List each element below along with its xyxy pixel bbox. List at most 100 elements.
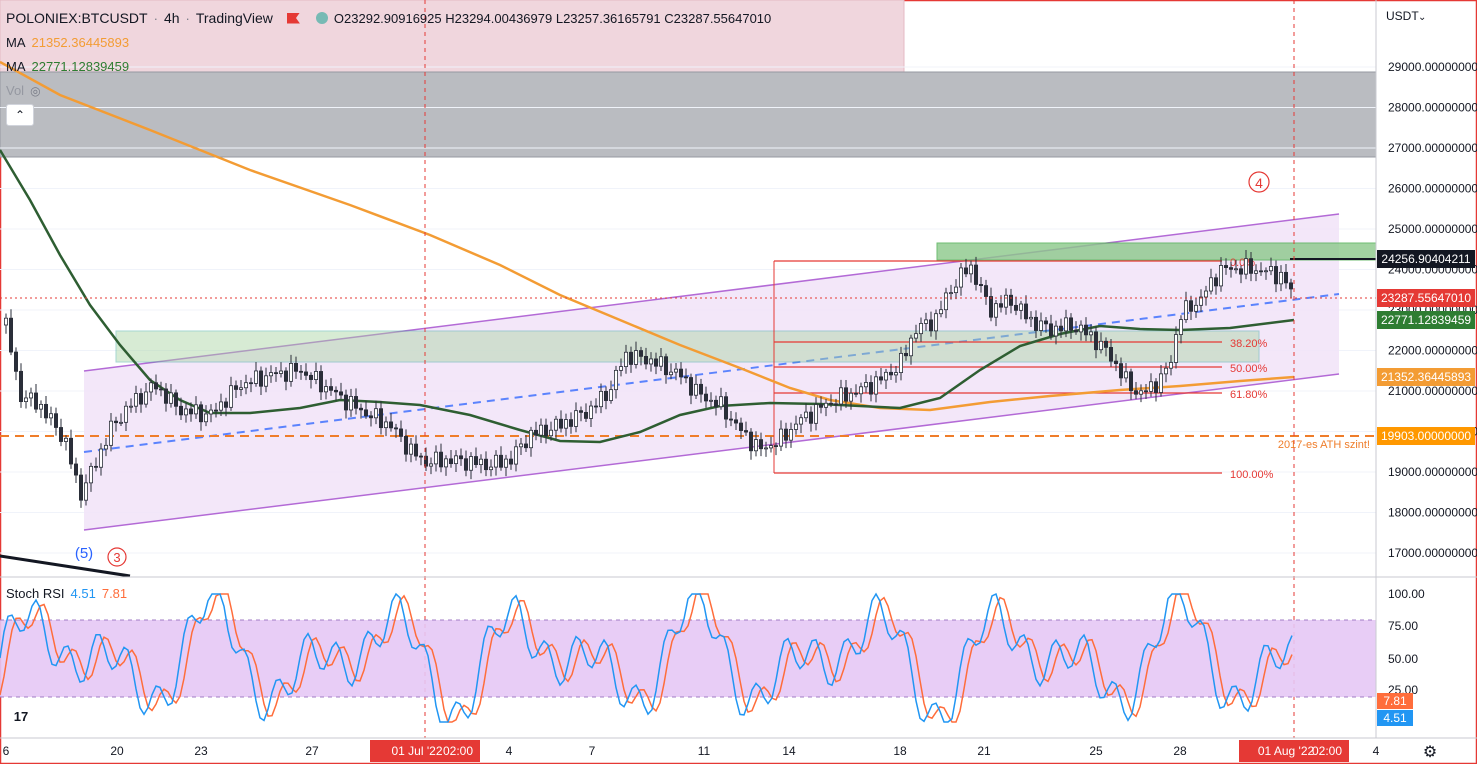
candle-body	[904, 352, 909, 357]
candle-body	[503, 458, 508, 468]
flag-icon[interactable]	[286, 12, 300, 24]
date-tick-label: 7	[589, 744, 596, 758]
candle-body	[619, 366, 624, 371]
channel-lower-line	[83, 373, 1340, 531]
date-tick-label: 11	[698, 744, 711, 758]
candle-body	[889, 371, 894, 376]
ma2-legend[interactable]: MA 22771.12839459	[6, 59, 129, 74]
candle-body	[44, 403, 49, 419]
candle-body	[49, 413, 54, 419]
ma-green-line	[0, 149, 1295, 444]
candle-body	[1264, 270, 1269, 273]
stoch-k-value: 4.51	[70, 586, 96, 601]
date-tick-label: 20	[110, 744, 124, 758]
candle-body	[1214, 277, 1219, 287]
candle-body	[859, 386, 864, 395]
candle-body	[233, 385, 238, 390]
stoch-band	[0, 620, 1376, 697]
candle-body	[293, 363, 298, 372]
candle-body	[1084, 324, 1089, 336]
candle-body	[679, 368, 684, 378]
candle-body	[143, 391, 148, 405]
candle-body	[644, 355, 649, 365]
candle-body	[18, 370, 23, 403]
candle-body	[243, 382, 248, 389]
candle-body	[1124, 371, 1129, 379]
currency-label[interactable]: USDT	[1386, 9, 1419, 23]
candle-body	[313, 371, 318, 380]
candle-body	[408, 443, 413, 455]
candle-body	[789, 429, 794, 441]
candle-body	[684, 376, 689, 379]
date-tick-label: 25	[1089, 744, 1103, 758]
candle-body	[589, 405, 594, 419]
candle-body	[163, 388, 168, 404]
candle-body	[744, 430, 749, 433]
candle-body	[864, 382, 869, 388]
ma-orange-line	[0, 60, 1295, 412]
candle-body	[13, 351, 18, 372]
candle-body	[23, 397, 28, 403]
candle-body	[964, 267, 969, 275]
price-axis[interactable]: 17000.00000000 18000.00000000 19000.000000…	[1377, 60, 1477, 560]
candle-body	[1204, 290, 1209, 298]
time-axis[interactable]: 6 20 23 27 4 7 11 14 18 21 25 28 401 Jul '22 02:00 01 …	[3, 740, 1380, 762]
candle-body	[724, 396, 729, 420]
candle-body	[34, 392, 39, 410]
candle-body	[1169, 362, 1174, 369]
candle-body	[559, 418, 564, 429]
candle-body	[178, 405, 183, 416]
candle-body	[253, 370, 258, 384]
candle-body	[544, 424, 549, 437]
candle-body	[974, 264, 979, 285]
date-tick-label: 4	[506, 744, 513, 758]
candle-body	[774, 445, 779, 447]
candle-body	[1254, 270, 1259, 274]
wave-4-circle	[1248, 171, 1270, 193]
candle-body	[534, 429, 539, 436]
eye-hidden-icon[interactable]: ◎	[30, 83, 41, 98]
candle-body	[704, 393, 709, 402]
candle-body	[133, 393, 138, 407]
date-tick-label: 23	[194, 744, 208, 758]
date-badge	[370, 740, 480, 762]
price-badge-label: 22771.12839459	[1381, 313, 1471, 327]
symbol-name[interactable]: POLONIEX:BTCUSDT	[6, 10, 148, 26]
collapse-legend-button[interactable]: ⌃	[6, 104, 34, 126]
vol-legend[interactable]: Vol ◎	[6, 83, 41, 98]
candle-body	[1139, 390, 1144, 395]
candle-body	[994, 303, 999, 318]
candle-body	[363, 409, 368, 417]
candle-body	[453, 455, 458, 465]
candle-body	[493, 454, 498, 468]
price-badge	[1377, 368, 1475, 386]
stoch-tick-label: 50.00	[1388, 652, 1418, 666]
ma1-legend[interactable]: MA 21352.36445893	[6, 35, 129, 50]
candle-body	[258, 370, 263, 387]
stoch-tick-label: 75.00	[1388, 619, 1418, 633]
candlestick-series	[4, 250, 1294, 508]
candle-body	[418, 455, 423, 458]
candle-body	[373, 408, 378, 419]
price-badge-label: 21352.36445893	[1381, 370, 1471, 384]
price-tick-label: 18000.00000000	[1388, 506, 1477, 520]
stoch-label: Stoch RSI	[6, 586, 65, 601]
wave-3-circle	[107, 547, 127, 567]
price-tick-label: 29000.00000000	[1388, 60, 1477, 74]
interval-label[interactable]: 4h	[163, 10, 180, 26]
candle-body	[1064, 317, 1069, 332]
candle-body	[914, 333, 919, 339]
candle-body	[173, 392, 178, 407]
candle-body	[433, 451, 438, 465]
candle-body	[894, 372, 899, 376]
candle-body	[1194, 304, 1199, 312]
stoch-legend[interactable]: Stoch RSI 4.51 7.81	[6, 586, 127, 601]
candle-body	[989, 296, 994, 318]
currency-chevron-icon[interactable]: ⌄	[1418, 12, 1426, 23]
candle-body	[1249, 258, 1254, 274]
candle-body	[448, 458, 453, 465]
settings-gear-icon[interactable]: ⚙	[1423, 744, 1437, 761]
